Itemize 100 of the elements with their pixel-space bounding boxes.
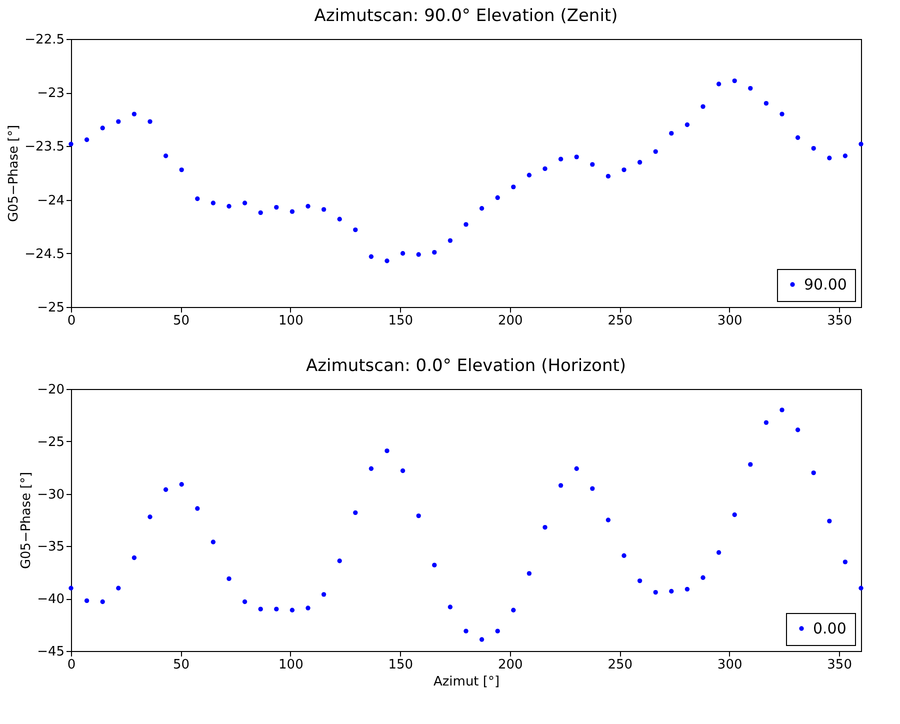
point xyxy=(274,606,279,612)
x-tick-label: 250 xyxy=(608,314,633,328)
point xyxy=(163,154,168,158)
point xyxy=(669,588,674,594)
x-axis-title: Azimut [°] xyxy=(433,674,500,690)
x-tick-label: 0 xyxy=(67,314,76,328)
point xyxy=(637,160,642,165)
point xyxy=(590,162,595,167)
y-tick-label: −24 xyxy=(37,193,64,208)
point xyxy=(464,628,468,634)
point xyxy=(732,512,737,518)
point xyxy=(511,184,516,190)
point xyxy=(321,207,326,212)
point xyxy=(842,560,848,564)
point xyxy=(495,195,500,200)
point xyxy=(100,126,105,130)
point xyxy=(811,470,816,476)
point xyxy=(448,604,453,610)
point xyxy=(210,540,216,544)
x-tick-label: 100 xyxy=(278,314,304,328)
x-tick-label: 300 xyxy=(717,314,742,328)
point xyxy=(258,210,263,216)
point xyxy=(432,250,437,255)
x-tick-label: 200 xyxy=(498,658,523,672)
point xyxy=(542,524,548,530)
point xyxy=(684,122,690,128)
point xyxy=(542,166,548,172)
point xyxy=(700,104,706,109)
point xyxy=(637,578,642,584)
y-tick-label: −35 xyxy=(37,540,64,555)
point xyxy=(764,100,769,106)
point xyxy=(337,216,342,222)
point xyxy=(226,204,232,209)
y-tick-label: −24.5 xyxy=(24,246,64,262)
point xyxy=(116,119,121,124)
point xyxy=(368,254,374,259)
y-axis-title: G05−Phase [°] xyxy=(19,472,34,570)
point xyxy=(526,571,532,576)
point xyxy=(653,149,658,154)
x-tick-label: 50 xyxy=(172,658,190,672)
x-tick-label: 350 xyxy=(827,658,852,672)
point xyxy=(242,200,248,206)
point xyxy=(337,558,342,564)
point xyxy=(795,428,800,432)
point xyxy=(353,510,358,516)
point xyxy=(780,112,784,116)
point xyxy=(179,167,184,172)
point xyxy=(321,592,326,597)
point xyxy=(827,518,832,524)
point xyxy=(558,483,564,488)
point xyxy=(384,448,390,454)
legend-label: 0.00 xyxy=(813,620,846,638)
x-tick-label: 50 xyxy=(172,314,190,328)
point xyxy=(132,555,137,560)
point xyxy=(795,135,800,140)
point xyxy=(495,628,500,634)
x-tick-label: 150 xyxy=(388,314,414,328)
legend-label: 90.00 xyxy=(804,276,847,294)
x-tick-label: 250 xyxy=(608,658,633,672)
point xyxy=(732,78,737,84)
point xyxy=(163,487,168,492)
point xyxy=(811,146,816,151)
point xyxy=(669,130,674,136)
point xyxy=(84,137,90,142)
point xyxy=(684,586,690,592)
point xyxy=(306,606,310,610)
point xyxy=(479,637,484,642)
point xyxy=(653,590,658,595)
point xyxy=(716,82,722,86)
point xyxy=(384,258,390,264)
point xyxy=(116,586,121,590)
chart-title: Azimutscan: 90.0° Elevation (Zenit) xyxy=(314,6,618,26)
point xyxy=(606,518,611,522)
point xyxy=(368,466,374,471)
point xyxy=(780,408,784,412)
point xyxy=(416,252,421,257)
point xyxy=(748,86,753,91)
point xyxy=(511,608,516,612)
point xyxy=(84,598,90,604)
y-tick-label: −23.5 xyxy=(24,140,64,155)
point xyxy=(764,420,769,425)
point xyxy=(716,550,722,555)
x-tick-label: 350 xyxy=(827,314,852,328)
point xyxy=(274,204,279,210)
x-tick-label: 0 xyxy=(67,658,76,672)
y-axis-title: G05−Phase [°] xyxy=(6,124,22,222)
point xyxy=(622,167,626,172)
point xyxy=(748,462,753,467)
point xyxy=(700,575,706,580)
point xyxy=(100,599,105,604)
point xyxy=(574,466,579,471)
point xyxy=(827,156,832,160)
point xyxy=(606,174,611,179)
point xyxy=(590,486,595,491)
point xyxy=(432,562,437,568)
point xyxy=(226,576,232,582)
point xyxy=(195,506,200,511)
x-tick-label: 100 xyxy=(278,658,304,672)
point xyxy=(416,513,421,518)
y-tick-label: −20 xyxy=(37,382,64,398)
